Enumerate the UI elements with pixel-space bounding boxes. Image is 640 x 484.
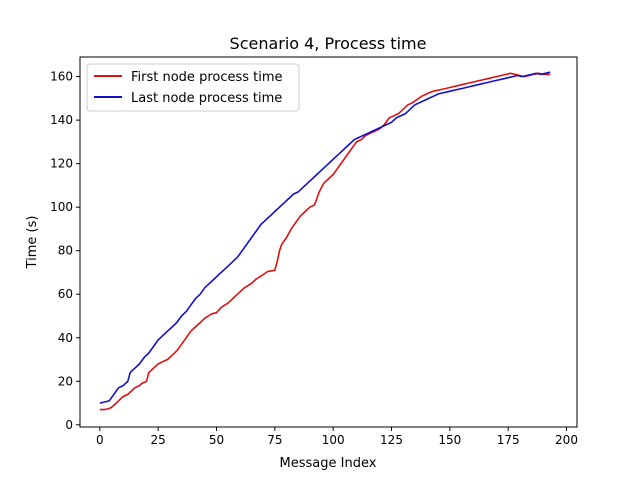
series-lines [99, 71, 551, 411]
x-axis: 0 25 50 75 100 125 150 175 200 [96, 427, 578, 447]
x-tick-label: 150 [438, 433, 461, 447]
x-tick-label: 50 [209, 433, 224, 447]
y-tick-label: 120 [50, 157, 73, 171]
x-tick-label: 125 [380, 433, 403, 447]
y-tick-label: 60 [58, 287, 73, 301]
y-axis: 0 20 40 60 80 100 120 140 160 [50, 70, 80, 432]
y-axis-label: Time (s) [25, 216, 40, 270]
legend-label-first-node: First node process time [131, 70, 283, 85]
y-tick-label: 160 [50, 70, 73, 84]
y-tick-label: 20 [58, 374, 73, 388]
plot-area [79, 56, 578, 428]
axes-frame [79, 56, 578, 428]
x-tick-label: 100 [322, 433, 345, 447]
x-axis-label: Message Index [280, 456, 377, 471]
legend-label-last-node: Last node process time [131, 91, 282, 106]
x-tick-label: 25 [151, 433, 166, 447]
x-tick-label: 75 [267, 433, 282, 447]
x-tick-label: 0 [96, 433, 104, 447]
chart-title: Scenario 4, Process time [230, 34, 427, 53]
y-tick-label: 80 [58, 244, 73, 258]
y-tick-label: 100 [50, 200, 73, 214]
series-line-first-node [99, 72, 551, 411]
y-tick-label: 140 [50, 113, 73, 127]
legend-box [86, 63, 300, 112]
legend: First node process time Last node proces… [86, 63, 300, 112]
x-tick-label: 175 [497, 433, 520, 447]
x-tick-label: 200 [555, 433, 578, 447]
series-line-last-node [99, 71, 551, 404]
y-tick-label: 0 [65, 418, 73, 432]
y-tick-label: 40 [58, 331, 73, 345]
